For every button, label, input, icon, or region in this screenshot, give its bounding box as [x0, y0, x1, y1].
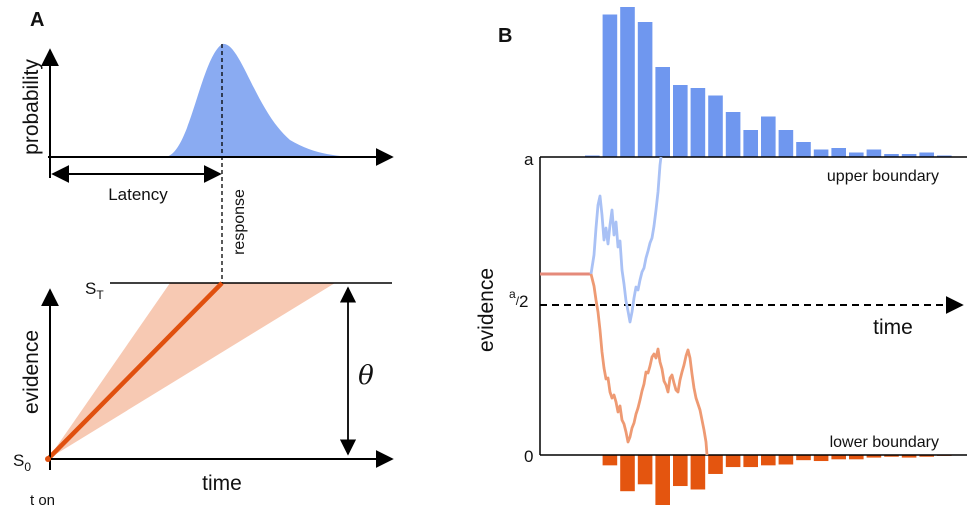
upper-hist-bar [901, 154, 917, 157]
upper-hist-bar [849, 152, 864, 157]
lower-hist-bar [884, 455, 899, 457]
upper-hist-bar [884, 154, 899, 157]
upper-boundary-label: upper boundary [827, 168, 939, 185]
time-x-label: time [202, 472, 242, 495]
upper-trace [589, 156, 663, 324]
drift-variability-band [48, 283, 335, 459]
theta-label: θ [358, 361, 374, 391]
lower-hist-bar [602, 455, 618, 466]
response-label: response [231, 189, 248, 255]
lower-hist-bar [690, 455, 706, 490]
upper-histogram [585, 7, 952, 157]
lower-hist-bar [725, 455, 741, 468]
upper-hist-bar [690, 88, 706, 157]
evidence-y-label: evidence [20, 330, 43, 414]
lower-hist-bar [796, 455, 811, 461]
mid-tick-label: a/2 [509, 287, 529, 311]
upper-hist-bar [637, 22, 653, 157]
lower-hist-bar [673, 455, 688, 487]
upper-hist-bar [620, 7, 635, 157]
lower-tick-label: 0 [524, 447, 533, 466]
lower-hist-bar [743, 455, 758, 468]
lower-hist-bar [655, 455, 670, 505]
upper-hist-bar [602, 14, 618, 157]
lower-hist-bar [849, 455, 864, 460]
upper-hist-bar [761, 116, 776, 157]
lower-hist-bar [778, 455, 794, 465]
panel-b-label: B [498, 25, 512, 47]
mean-drift-line [46, 281, 224, 461]
upper-hist-bar [866, 149, 882, 157]
lower-hist-bar [813, 455, 829, 462]
lower-hist-bar [708, 455, 723, 474]
start-point-marker [45, 456, 51, 462]
onset-label: t on [30, 492, 55, 507]
panel-a-label: A [30, 9, 44, 31]
upper-hist-bar [831, 148, 846, 157]
upper-hist-bar [673, 85, 688, 157]
lower-hist-bar [901, 455, 917, 458]
prob-y-label: probability [20, 59, 43, 155]
lower-hist-bar [919, 455, 934, 457]
upper-hist-bar [813, 149, 829, 157]
lower-hist-bar [761, 455, 776, 466]
latency-distribution-curve [165, 43, 365, 158]
lower-hist-bar [831, 455, 846, 460]
upper-hist-bar [743, 130, 758, 157]
upper-hist-bar [725, 112, 741, 157]
start-point-label: S0 [13, 451, 31, 474]
threshold-label: ST [85, 279, 104, 302]
upper-hist-bar [796, 142, 811, 157]
upper-hist-bar [778, 130, 794, 157]
lower-boundary-label: lower boundary [830, 434, 939, 451]
lower-hist-bar [620, 455, 635, 492]
upper-hist-bar [919, 152, 934, 157]
lower-trace [589, 273, 709, 456]
upper-hist-bar [655, 67, 670, 157]
upper-tick-label: a [524, 150, 534, 169]
lower-hist-bar [866, 455, 882, 458]
lower-histogram [602, 455, 952, 505]
lower-hist-bar [637, 455, 653, 485]
latency-label: Latency [108, 185, 168, 204]
time-label-b: time [873, 316, 913, 339]
upper-hist-bar [708, 95, 723, 157]
evidence-y-label-b: evidence [475, 268, 498, 352]
